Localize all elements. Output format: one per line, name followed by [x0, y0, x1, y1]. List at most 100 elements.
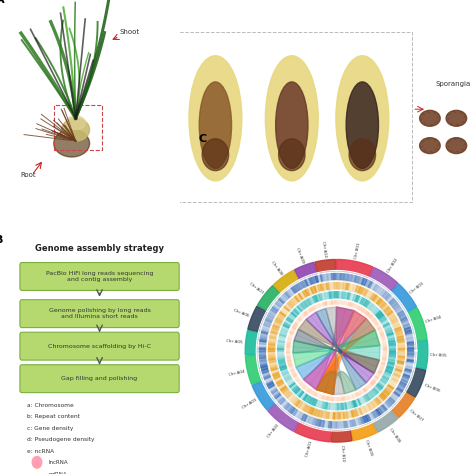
Polygon shape — [365, 385, 370, 391]
Polygon shape — [370, 381, 375, 386]
FancyBboxPatch shape — [20, 300, 179, 328]
Polygon shape — [301, 394, 308, 401]
Polygon shape — [405, 366, 413, 371]
Polygon shape — [337, 396, 338, 402]
Polygon shape — [372, 378, 377, 383]
Polygon shape — [273, 374, 280, 380]
Ellipse shape — [419, 137, 440, 154]
Polygon shape — [338, 396, 339, 402]
Polygon shape — [337, 404, 338, 411]
Polygon shape — [285, 351, 291, 353]
Polygon shape — [382, 349, 388, 351]
Polygon shape — [293, 374, 299, 379]
Polygon shape — [288, 334, 293, 337]
Polygon shape — [395, 369, 403, 374]
Polygon shape — [355, 275, 360, 283]
Polygon shape — [281, 325, 289, 330]
Text: C: C — [199, 134, 207, 144]
Polygon shape — [374, 321, 379, 326]
Text: e: ncRNA: e: ncRNA — [27, 449, 55, 454]
Polygon shape — [360, 297, 365, 304]
Polygon shape — [355, 294, 361, 302]
Polygon shape — [358, 296, 364, 303]
Text: Chr A03: Chr A03 — [241, 398, 257, 410]
Polygon shape — [383, 322, 391, 328]
Polygon shape — [293, 400, 300, 407]
Ellipse shape — [419, 110, 440, 126]
Polygon shape — [392, 318, 399, 324]
Text: Chr B05: Chr B05 — [430, 353, 447, 358]
Polygon shape — [288, 382, 295, 388]
Polygon shape — [327, 421, 332, 429]
Polygon shape — [345, 421, 348, 429]
Polygon shape — [339, 403, 342, 411]
Polygon shape — [343, 403, 345, 410]
Polygon shape — [407, 360, 414, 364]
Polygon shape — [333, 272, 336, 280]
Polygon shape — [280, 400, 287, 408]
Polygon shape — [295, 389, 302, 396]
Polygon shape — [286, 343, 292, 345]
Polygon shape — [365, 310, 369, 316]
Polygon shape — [259, 333, 267, 337]
Polygon shape — [390, 349, 397, 351]
Polygon shape — [378, 287, 384, 294]
Polygon shape — [276, 356, 284, 359]
Polygon shape — [388, 359, 396, 363]
Polygon shape — [394, 371, 402, 376]
Ellipse shape — [346, 82, 378, 168]
Polygon shape — [293, 330, 380, 353]
Text: Chr B03: Chr B03 — [410, 282, 425, 295]
Polygon shape — [309, 297, 313, 304]
Polygon shape — [301, 313, 306, 318]
Polygon shape — [380, 364, 385, 367]
Polygon shape — [394, 305, 402, 312]
Polygon shape — [386, 368, 393, 373]
Polygon shape — [278, 297, 285, 303]
Polygon shape — [292, 324, 298, 328]
Polygon shape — [290, 310, 297, 317]
Polygon shape — [280, 368, 287, 373]
Polygon shape — [264, 378, 272, 383]
Polygon shape — [297, 391, 304, 398]
Polygon shape — [392, 376, 400, 381]
Polygon shape — [402, 320, 410, 326]
Polygon shape — [358, 390, 363, 396]
Polygon shape — [355, 392, 359, 397]
Polygon shape — [308, 417, 314, 425]
Polygon shape — [261, 369, 268, 374]
Polygon shape — [337, 291, 339, 298]
Polygon shape — [339, 291, 343, 298]
Polygon shape — [297, 412, 303, 420]
Polygon shape — [325, 395, 329, 401]
Polygon shape — [365, 279, 372, 287]
Polygon shape — [398, 339, 405, 343]
Polygon shape — [379, 395, 386, 401]
Polygon shape — [374, 399, 380, 407]
Polygon shape — [320, 394, 324, 400]
Polygon shape — [353, 293, 358, 301]
Polygon shape — [319, 302, 321, 308]
Polygon shape — [327, 300, 329, 306]
Polygon shape — [366, 393, 373, 401]
Polygon shape — [277, 341, 284, 344]
Polygon shape — [346, 402, 349, 410]
Polygon shape — [267, 357, 275, 360]
Polygon shape — [357, 305, 361, 311]
Polygon shape — [382, 342, 387, 345]
Polygon shape — [332, 300, 333, 305]
Polygon shape — [258, 346, 265, 349]
Polygon shape — [382, 392, 389, 398]
Polygon shape — [376, 384, 383, 390]
Polygon shape — [355, 304, 359, 310]
Polygon shape — [366, 311, 371, 317]
Polygon shape — [287, 337, 292, 340]
Polygon shape — [368, 281, 374, 288]
Polygon shape — [385, 328, 393, 332]
Polygon shape — [356, 419, 361, 426]
Text: Chr A05: Chr A05 — [226, 339, 243, 344]
Polygon shape — [332, 291, 334, 298]
Polygon shape — [314, 304, 318, 310]
Polygon shape — [382, 376, 390, 382]
Polygon shape — [279, 366, 287, 371]
